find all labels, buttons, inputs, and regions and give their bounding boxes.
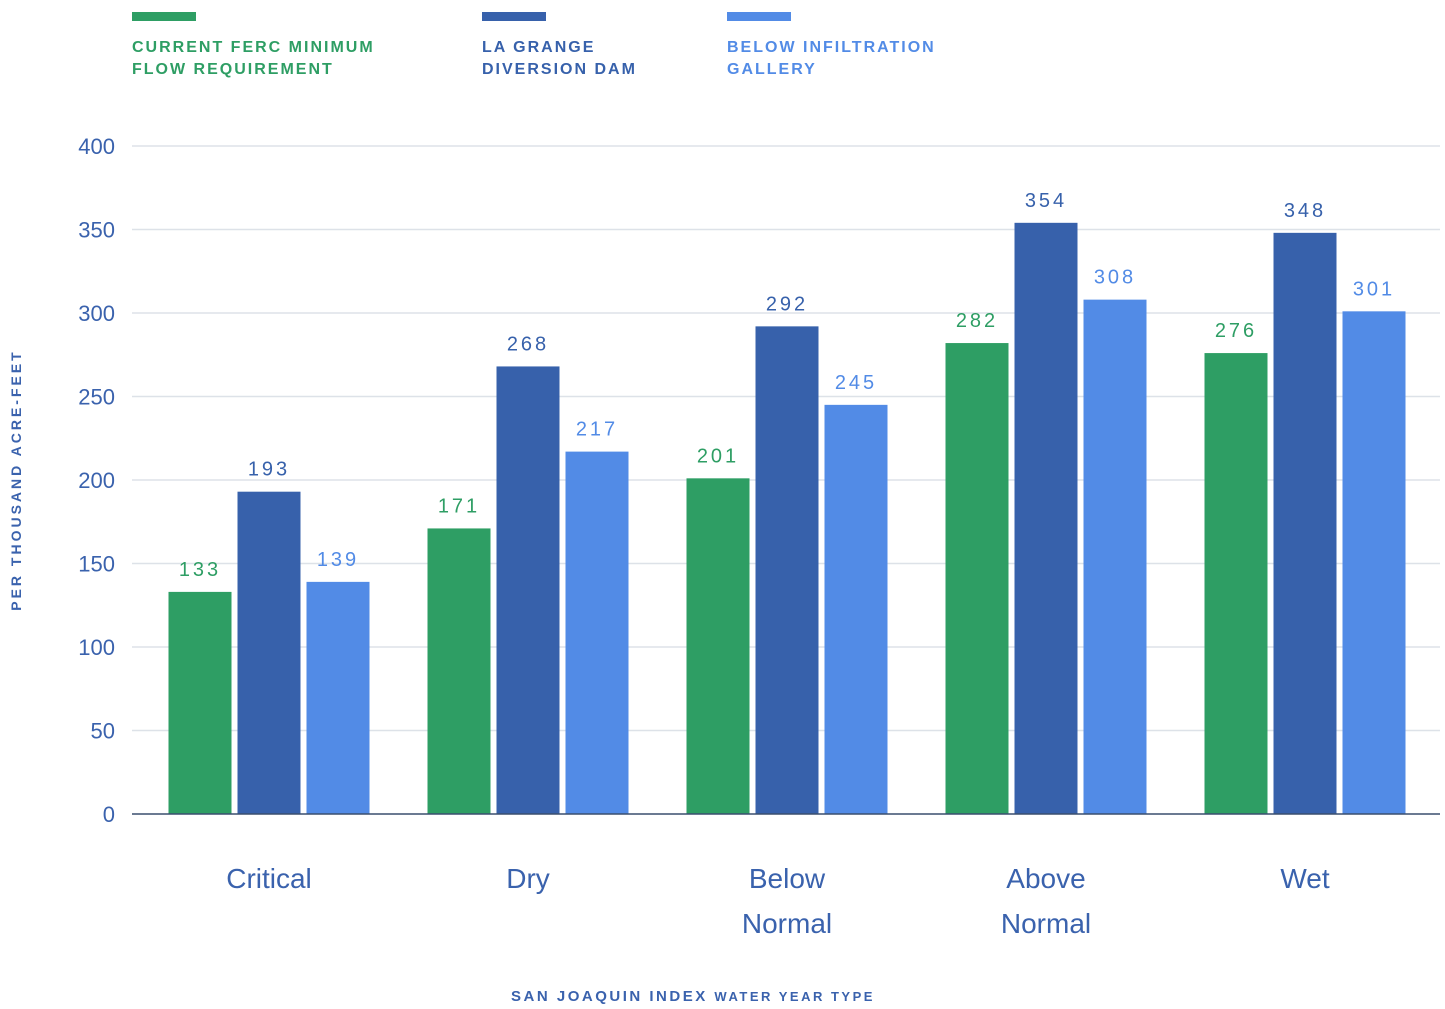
- data-label: 292: [766, 293, 808, 315]
- data-label: 348: [1284, 200, 1326, 222]
- y-tick-label: 0: [103, 802, 115, 827]
- bar: [565, 451, 629, 814]
- x-tick-label: Below: [749, 863, 826, 894]
- legend: CURRENT FERC MINIMUM FLOW REQUIREMENT LA…: [0, 12, 1445, 92]
- bar: [1014, 222, 1078, 814]
- legend-swatch-la-grange: [482, 12, 546, 21]
- x-tick-label: Normal: [742, 908, 832, 939]
- data-label: 276: [1215, 320, 1257, 342]
- data-label: 308: [1094, 267, 1136, 289]
- y-tick-label: 50: [91, 719, 115, 744]
- legend-label-ferc: CURRENT FERC MINIMUM FLOW REQUIREMENT: [132, 39, 375, 78]
- y-tick-label: 200: [78, 468, 115, 493]
- legend-item-la-grange: LA GRANGE DIVERSION DAM: [482, 12, 742, 81]
- data-label: 282: [956, 310, 998, 332]
- bar: [945, 343, 1009, 814]
- x-axis-title: SAN JOAQUIN INDEX WATER YEAR TYPE: [0, 988, 1386, 1005]
- data-label: 201: [697, 445, 739, 467]
- bar: [755, 326, 819, 814]
- data-label: 245: [835, 372, 877, 394]
- bar: [168, 591, 232, 814]
- x-tick-label: Dry: [506, 863, 550, 894]
- bar: [306, 581, 370, 814]
- data-label: 268: [507, 333, 549, 355]
- legend-swatch-infiltration: [727, 12, 791, 21]
- legend-item-ferc: CURRENT FERC MINIMUM FLOW REQUIREMENT: [132, 12, 392, 81]
- y-tick-label: 400: [78, 134, 115, 159]
- y-tick-label: 350: [78, 218, 115, 243]
- bar: [1342, 311, 1406, 814]
- y-axis-title: PER THOUSAND ACRE-FEET: [8, 349, 24, 611]
- bar: [237, 491, 301, 814]
- legend-label-la-grange: LA GRANGE DIVERSION DAM: [482, 39, 637, 78]
- bar: [427, 528, 491, 814]
- data-label: 354: [1025, 190, 1067, 212]
- bar: [496, 366, 560, 814]
- legend-item-infiltration: BELOW INFILTRATION GALLERY: [727, 12, 987, 81]
- x-axis-title-sub: WATER YEAR TYPE: [714, 989, 875, 1004]
- bar: [1204, 353, 1268, 814]
- x-tick-label: Above: [1006, 863, 1085, 894]
- data-label: 133: [179, 559, 221, 581]
- y-tick-label: 300: [78, 301, 115, 326]
- x-tick-label: Wet: [1280, 863, 1329, 894]
- legend-label-infiltration: BELOW INFILTRATION GALLERY: [727, 39, 936, 78]
- data-label: 193: [248, 459, 290, 481]
- bar: [1273, 232, 1337, 815]
- x-tick-label: Normal: [1001, 908, 1091, 939]
- x-axis-title-main: SAN JOAQUIN INDEX: [511, 988, 708, 1005]
- data-label: 139: [317, 549, 359, 571]
- x-tick-label: Critical: [226, 863, 312, 894]
- data-label: 171: [438, 495, 480, 517]
- y-tick-label: 100: [78, 635, 115, 660]
- bar: [824, 404, 888, 814]
- bar: [1083, 299, 1147, 814]
- bar: [686, 478, 750, 814]
- legend-swatch-ferc: [132, 12, 196, 21]
- y-tick-label: 150: [78, 552, 115, 577]
- data-label: 217: [576, 419, 618, 441]
- y-tick-label: 250: [78, 385, 115, 410]
- data-label: 301: [1353, 278, 1395, 300]
